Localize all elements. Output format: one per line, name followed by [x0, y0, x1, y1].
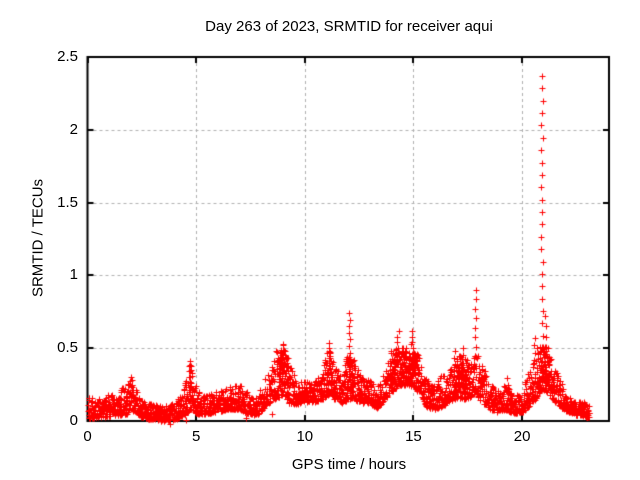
- y-tick-label: 0.5: [57, 339, 78, 357]
- x-axis-label: GPS time / hours: [291, 456, 407, 473]
- y-tick-label: 2.5: [57, 48, 78, 65]
- y-tick-label: 1.5: [57, 193, 78, 211]
- chart-title: Day 263 of 2023, SRMTID for receiver aqu…: [205, 18, 493, 35]
- x-tick-label: 5: [191, 428, 201, 445]
- y-tick-label: 2: [69, 120, 78, 138]
- x-tick-label: 0: [83, 428, 92, 445]
- x-tick-label: 10: [296, 428, 314, 445]
- x-tick-label: 20: [513, 428, 531, 445]
- y-tick-label: 1: [69, 266, 78, 284]
- x-tick-label: 15: [405, 428, 422, 445]
- y-tick-label: 0: [69, 412, 78, 429]
